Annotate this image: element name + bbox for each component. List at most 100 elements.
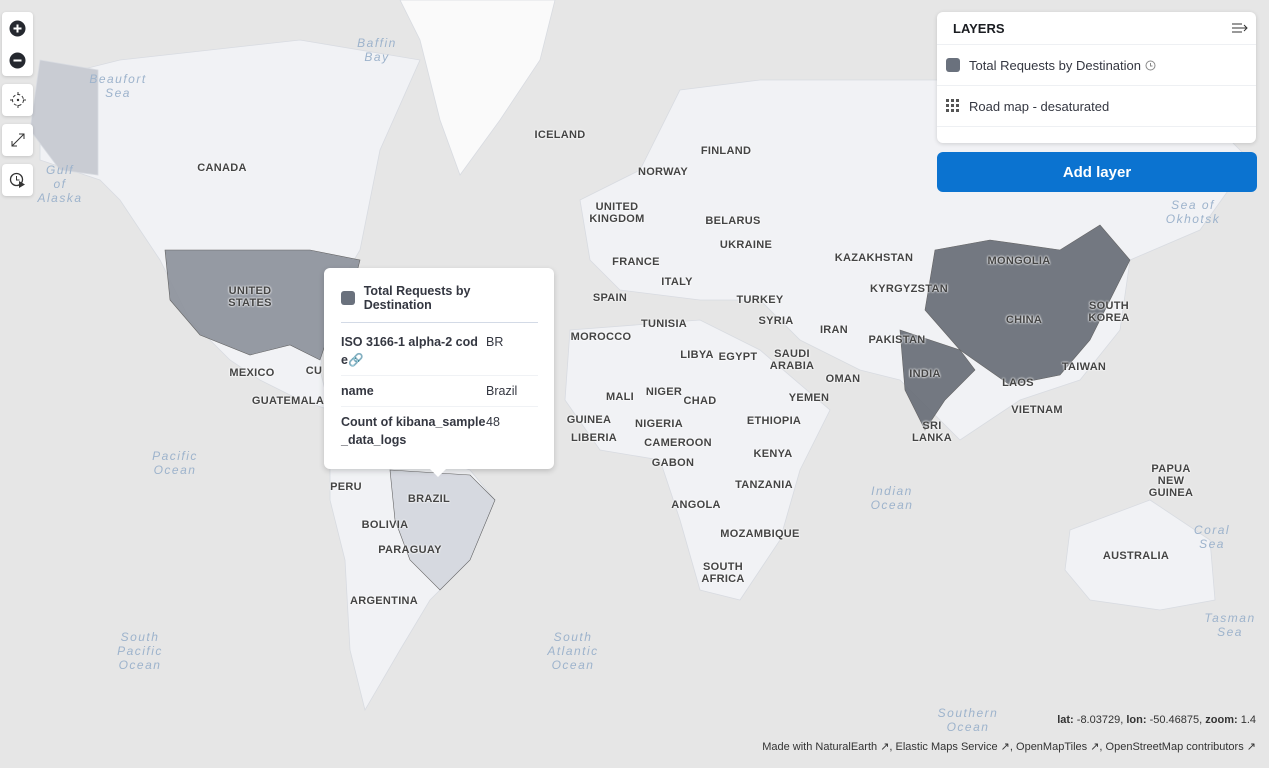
sea-label: Tasman Sea [1204, 611, 1256, 639]
link-icon[interactable]: 🔗 [347, 353, 364, 367]
country-label: VIETNAM [1011, 404, 1063, 416]
country-label: SRI LANKA [912, 420, 952, 444]
tooltip-properties: ISO 3166-1 alpha-2 code🔗 BR name Brazil Co… [341, 327, 538, 455]
attribution-link[interactable]: Made with NaturalEarth [762, 741, 878, 753]
land-alaska [29, 59, 99, 176]
attribution: Made with NaturalEarth ↗, Elastic Maps S… [762, 741, 1256, 753]
sea-label: Gulf of Alaska [37, 163, 83, 205]
property-value: Brazil [486, 375, 538, 407]
property-value: BR [486, 327, 538, 376]
country-label: OMAN [825, 373, 861, 385]
country-label: TUNISIA [640, 318, 688, 330]
country-label: UNITED STATES [228, 285, 272, 309]
country-label: ETHIOPIA [746, 415, 802, 427]
country-label: PAKISTAN [868, 334, 926, 346]
add-layer-button[interactable]: Add layer [937, 152, 1257, 192]
country-label: PERU [330, 481, 362, 493]
country-label: AUSTRALIA [1102, 550, 1170, 562]
layer-swatch-icon [946, 58, 960, 72]
country-label: MOZAMBIQUE [720, 528, 800, 540]
highlight-brazil [389, 469, 496, 591]
sea-label: South Atlantic Ocean [547, 630, 599, 672]
highlight-usa [164, 249, 361, 361]
attribution-link[interactable]: OpenMapTiles [1016, 741, 1088, 753]
highlight-india [899, 329, 976, 431]
layer-swatch-icon [341, 291, 355, 305]
country-label: NIGER [645, 386, 683, 398]
sea-label: Baffin Bay [357, 36, 397, 64]
layer-item-road-map[interactable]: Road map - desaturated [937, 86, 1256, 127]
country-label: CANADA [197, 162, 247, 174]
fullscreen-control [2, 124, 33, 156]
table-row: name Brazil [341, 375, 538, 407]
timeslider-control [2, 164, 33, 196]
country-label: KYRGYZSTAN [870, 283, 948, 295]
locate-control [2, 84, 33, 116]
clock-icon [1145, 60, 1156, 70]
zoom-out-button[interactable] [2, 44, 33, 76]
country-label: SOUTH KOREA [1088, 300, 1130, 324]
country-label: GUATEMALA [251, 395, 325, 407]
sea-label: Sea of Okhotsk [1165, 198, 1221, 226]
layer-item-total-requests[interactable]: Total Requests by Destination [937, 45, 1256, 86]
property-key: Count of kibana_sample_data_logs [341, 415, 486, 447]
fullscreen-button[interactable] [2, 124, 33, 156]
country-label: SYRIA [758, 315, 794, 327]
country-label: MOROCCO [570, 331, 632, 343]
plus-icon [9, 20, 26, 36]
clock-play-icon [9, 172, 25, 188]
country-label: TAIWAN [1061, 361, 1107, 373]
country-label: PAPUA NEW GUINEA [1148, 463, 1194, 499]
country-label: TANZANIA [735, 479, 793, 491]
collapse-panel-icon[interactable] [1232, 22, 1248, 34]
land-greenland [399, 0, 556, 176]
country-label: MONGOLIA [987, 255, 1051, 267]
country-label: YEMEN [788, 392, 830, 404]
country-label: ANGOLA [671, 499, 721, 511]
country-label: GABON [651, 457, 695, 469]
country-label: CHAD [683, 395, 717, 407]
land-australia [1064, 499, 1216, 611]
country-label: BRAZIL [407, 493, 451, 505]
country-label: UKRAINE [719, 239, 773, 251]
crosshair-icon [9, 92, 26, 108]
country-label: TURKEY [736, 294, 784, 306]
sea-label: South Pacific Ocean [117, 630, 163, 672]
country-label: KAZAKHSTAN [834, 252, 914, 264]
country-label: LAOS [1002, 377, 1034, 389]
country-label: CAMEROON [644, 437, 712, 449]
land-africa [564, 319, 831, 601]
layers-panel: LAYERS Total Requests by Destination Roa… [937, 12, 1256, 143]
timeslider-button[interactable] [2, 164, 33, 196]
country-label: PARAGUAY [378, 544, 442, 556]
table-row: Count of kibana_sample_data_logs 48 [341, 407, 538, 456]
country-label: FRANCE [612, 256, 660, 268]
zoom-in-button[interactable] [2, 12, 33, 44]
sea-label: Beaufort Sea [89, 72, 147, 100]
minus-icon [9, 52, 26, 68]
country-label: NIGERIA [635, 418, 683, 430]
country-label: GUINEA [566, 414, 612, 426]
country-label: CU [305, 365, 323, 377]
table-row: ISO 3166-1 alpha-2 code🔗 BR [341, 327, 538, 376]
property-value: 48 [486, 415, 500, 429]
feature-tooltip: Total Requests by Destination ISO 3166-1… [324, 268, 554, 477]
layer-name: Road map - desaturated [969, 98, 1110, 114]
expand-icon [11, 133, 24, 147]
attribution-link[interactable]: OpenStreetMap contributors [1105, 741, 1244, 753]
country-label: CHINA [1005, 314, 1043, 326]
highlight-china [924, 224, 1131, 386]
country-label: INDIA [909, 368, 941, 380]
country-label: MALI [605, 391, 635, 403]
attribution-link[interactable]: Elastic Maps Service [895, 741, 998, 753]
zoom-controls [2, 12, 33, 76]
country-label: NORWAY [637, 166, 689, 178]
sea-label: Pacific Ocean [152, 449, 198, 477]
locate-button[interactable] [2, 84, 33, 116]
country-label: ICELAND [534, 129, 586, 141]
country-label: SOUTH AFRICA [701, 561, 745, 585]
coordinates-readout: lat: -8.03729, lon: -50.46875, zoom: 1.4 [1057, 714, 1256, 726]
country-label: LIBYA [680, 349, 714, 361]
grid-icon [946, 99, 959, 112]
country-label: UNITED KINGDOM [589, 201, 645, 225]
